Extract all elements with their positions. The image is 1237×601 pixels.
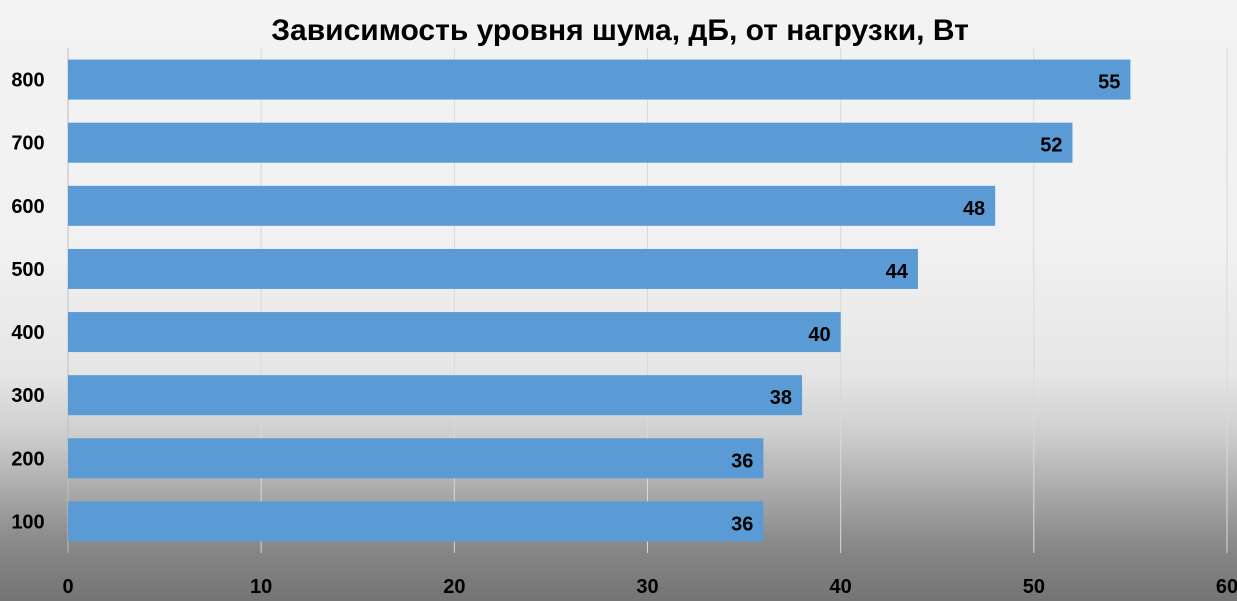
- x-tick-label: 40: [830, 576, 852, 598]
- category-label: 300: [11, 385, 44, 407]
- bar: [68, 185, 996, 226]
- data-label: 48: [963, 198, 985, 220]
- x-tick-label: 30: [636, 576, 658, 598]
- chart-title: Зависимость уровня шума, дБ, от нагрузки…: [271, 14, 969, 47]
- category-label: 200: [11, 448, 44, 470]
- category-label: 500: [11, 259, 44, 281]
- category-label: 700: [11, 133, 44, 155]
- category-label: 400: [11, 322, 44, 344]
- category-label: 800: [11, 70, 44, 92]
- data-label: 55: [1098, 72, 1120, 94]
- data-label: 36: [731, 450, 753, 472]
- bar: [68, 122, 1073, 163]
- bar: [68, 438, 764, 479]
- category-label: 100: [11, 511, 44, 533]
- data-label: 36: [731, 513, 753, 535]
- x-tick-label: 50: [1023, 576, 1045, 598]
- x-tick-label: 20: [443, 576, 465, 598]
- bars: [68, 59, 1131, 542]
- bar: [68, 501, 764, 542]
- category-labels: 800 700 600 500 400 300 200 100: [11, 70, 44, 534]
- data-label: 38: [770, 387, 792, 409]
- bar: [68, 375, 803, 416]
- category-label: 600: [11, 196, 44, 218]
- x-tick-label: 60: [1216, 576, 1237, 598]
- bar: [68, 312, 841, 353]
- data-label: 44: [886, 261, 909, 283]
- data-labels: 55 52 48 44 40 38 36 36: [731, 72, 1120, 536]
- x-tick-label: 10: [250, 576, 272, 598]
- x-axis-ticks: 0 10 20 30 40 50 60: [62, 576, 1237, 598]
- x-tick-label: 0: [62, 576, 73, 598]
- data-label: 40: [808, 324, 830, 346]
- data-label: 52: [1040, 135, 1062, 157]
- bar: [68, 59, 1131, 100]
- bar: [68, 248, 918, 289]
